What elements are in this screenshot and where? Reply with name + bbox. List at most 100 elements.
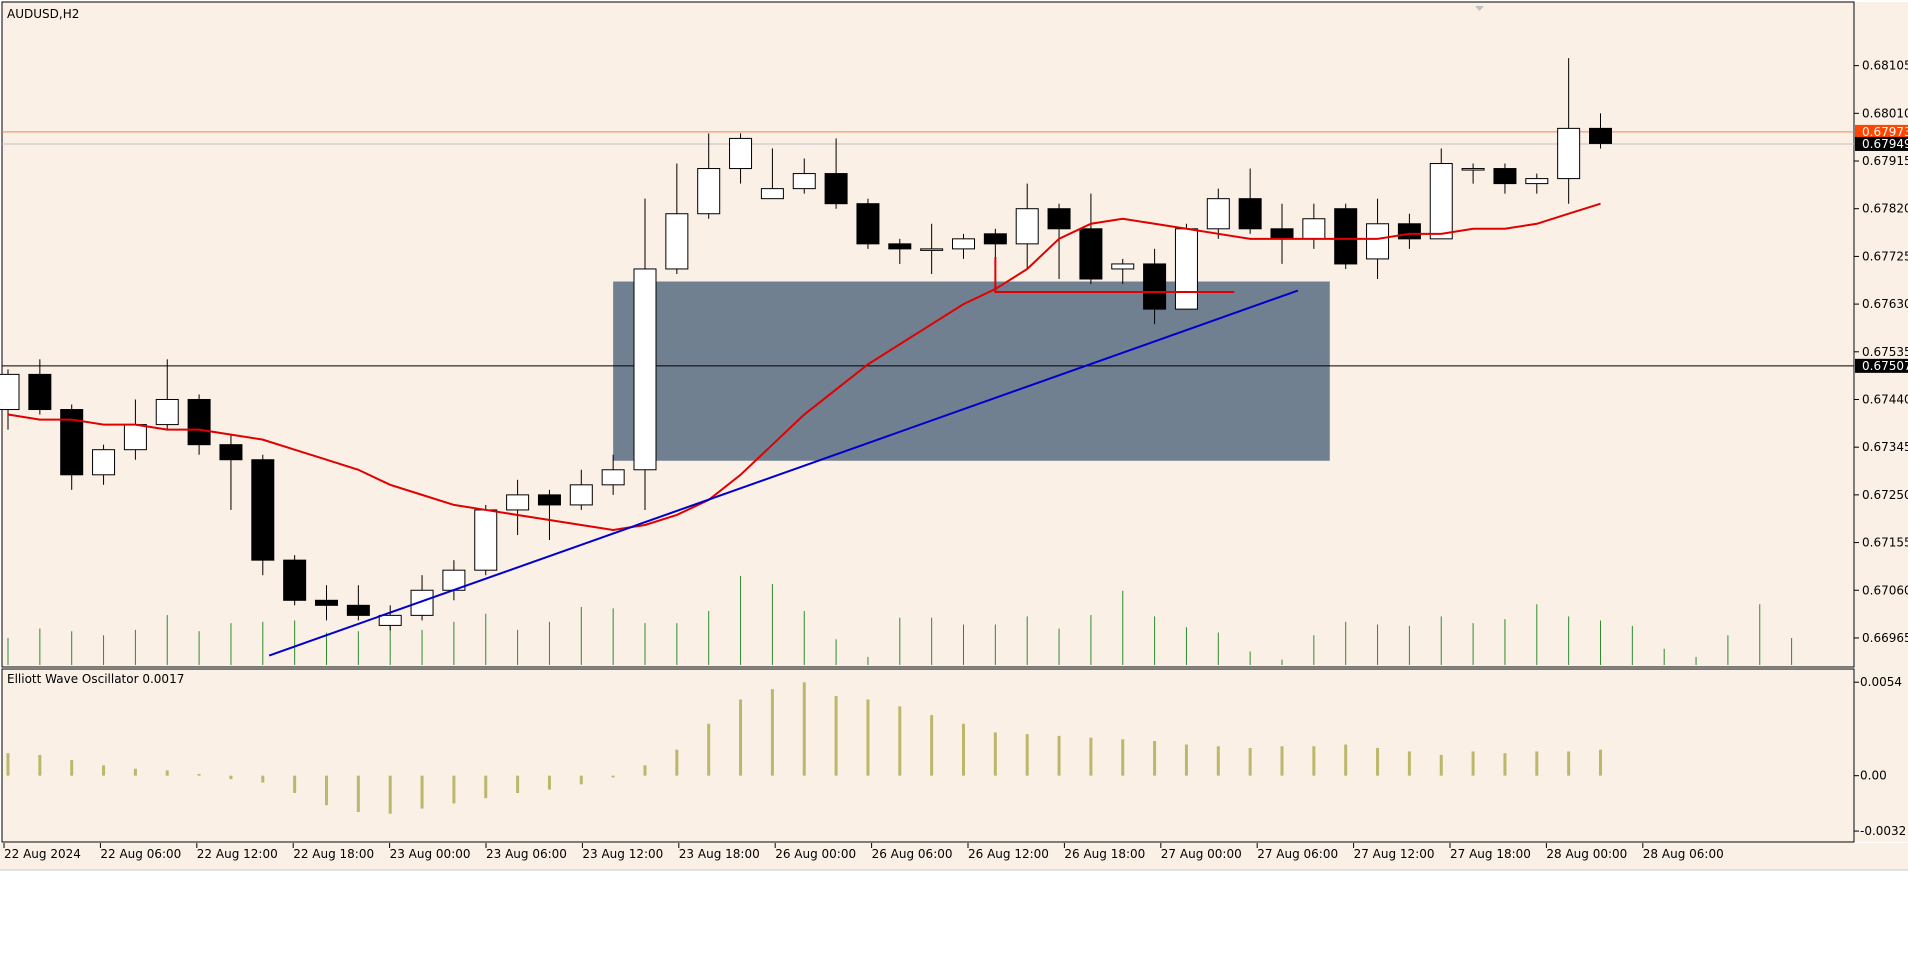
candle-body xyxy=(920,248,944,251)
y-tick-label: 0.67440 xyxy=(1862,392,1908,406)
trendline xyxy=(268,289,1299,657)
candle-body xyxy=(92,449,116,476)
y-tick-label: 0.67725 xyxy=(1862,249,1908,263)
y-tick-label: 0.67155 xyxy=(1862,536,1908,550)
candle-body xyxy=(824,173,848,205)
candle-body xyxy=(1111,263,1135,270)
candle-body xyxy=(983,233,1007,245)
candle-body xyxy=(283,559,307,601)
x-tick-label: 23 Aug 18:00 xyxy=(679,847,760,861)
candle-body xyxy=(1397,223,1421,240)
candle-body xyxy=(1015,208,1039,245)
x-tick-label: 22 Aug 06:00 xyxy=(100,847,181,861)
candle-body xyxy=(1493,168,1517,185)
candle-body xyxy=(1206,198,1230,230)
x-tick-label: 22 Aug 18:00 xyxy=(293,847,374,861)
candle-body xyxy=(888,243,912,250)
price-tag xyxy=(1855,358,1908,373)
candle-body xyxy=(1174,228,1198,310)
price-tag xyxy=(1855,124,1908,139)
x-tick-label: 27 Aug 00:00 xyxy=(1161,847,1242,861)
candle-body xyxy=(1334,208,1358,265)
y-tick-label: 0.67630 xyxy=(1862,297,1908,311)
x-tick-label: 26 Aug 12:00 xyxy=(968,847,1049,861)
x-tick-label: 23 Aug 06:00 xyxy=(486,847,567,861)
y-tick-label: 0.67345 xyxy=(1862,440,1908,454)
candle-body xyxy=(315,599,338,606)
candle-body xyxy=(1302,218,1326,240)
candle-body xyxy=(1589,127,1612,144)
price-tag xyxy=(1855,136,1908,151)
candle-body xyxy=(123,424,147,451)
x-tick-label: 27 Aug 06:00 xyxy=(1257,847,1338,861)
y-tick-label: 0.67060 xyxy=(1862,583,1908,597)
candle-body xyxy=(410,589,434,616)
candle-body xyxy=(1270,228,1294,240)
candle-body xyxy=(1047,208,1071,230)
y-tick-label: 0.68010 xyxy=(1862,106,1908,120)
osc-y-tick-label: 0.0054 xyxy=(1860,675,1902,689)
support-line xyxy=(994,257,1235,294)
candle-body xyxy=(952,238,975,250)
price-tag-label: 0.67973 xyxy=(1862,125,1908,139)
x-tick-label: 27 Aug 12:00 xyxy=(1354,847,1435,861)
x-tick-label: 28 Aug 06:00 xyxy=(1643,847,1724,861)
candle-body xyxy=(506,494,530,511)
symbol-label: AUDUSD,H2 xyxy=(7,7,79,21)
candle-body xyxy=(697,168,721,215)
x-tick-label: 26 Aug 18:00 xyxy=(1064,847,1145,861)
candle-body xyxy=(1366,223,1390,260)
candle-body xyxy=(378,614,402,626)
candle-body xyxy=(251,459,275,561)
candle-body xyxy=(60,409,84,476)
candle-body xyxy=(1525,178,1549,185)
price-tag-label: 0.67507 xyxy=(1862,359,1908,373)
x-tick-label: 26 Aug 06:00 xyxy=(872,847,953,861)
x-tick-label: 26 Aug 00:00 xyxy=(775,847,856,861)
osc-y-tick-label: -0.0032 xyxy=(1860,824,1906,838)
oscillator-label: Elliott Wave Oscillator 0.0017 xyxy=(7,672,184,686)
x-tick-label: 22 Aug 2024 xyxy=(4,847,81,861)
y-tick-label: 0.68105 xyxy=(1862,59,1908,73)
candle-body xyxy=(219,444,243,461)
candle-body xyxy=(28,373,52,411)
price-tag-label: 0.67949 xyxy=(1862,137,1908,151)
y-tick-label: 0.67915 xyxy=(1862,154,1908,168)
y-tick-label: 0.66965 xyxy=(1862,631,1908,645)
candle-body xyxy=(1461,168,1485,171)
candle-body xyxy=(633,268,657,471)
y-tick-label: 0.67820 xyxy=(1862,202,1908,216)
candle-body xyxy=(0,373,20,411)
moving-average-line xyxy=(7,202,1601,532)
candle-body xyxy=(665,213,689,270)
y-tick-label: 0.67250 xyxy=(1862,488,1908,502)
candle-body xyxy=(1079,228,1103,280)
candle-body xyxy=(155,398,179,426)
x-tick-label: 27 Aug 18:00 xyxy=(1450,847,1531,861)
candle-body xyxy=(729,137,753,170)
scroll-indicator-icon[interactable] xyxy=(1475,6,1484,11)
osc-y-tick-label: 0.00 xyxy=(1860,769,1887,783)
candle-body xyxy=(1238,198,1262,230)
candle-body xyxy=(569,484,593,506)
x-tick-label: 23 Aug 12:00 xyxy=(582,847,663,861)
candle-body xyxy=(187,398,211,446)
candle-body xyxy=(474,509,498,571)
candle-body xyxy=(1143,263,1167,310)
x-tick-label: 23 Aug 00:00 xyxy=(390,847,471,861)
candle-body xyxy=(792,173,816,190)
y-tick-label: 0.67535 xyxy=(1862,345,1908,359)
candle-body xyxy=(760,188,784,200)
x-tick-label: 28 Aug 00:00 xyxy=(1546,847,1627,861)
candle-body xyxy=(537,494,561,506)
supply-zone xyxy=(613,281,1330,461)
candle-body xyxy=(601,469,625,486)
candle-body xyxy=(1429,163,1453,240)
x-tick-label: 22 Aug 12:00 xyxy=(197,847,278,861)
candle-body xyxy=(1557,127,1581,180)
candle-body xyxy=(856,203,880,245)
oscillator-pane[interactable] xyxy=(1,668,1855,843)
candle-body xyxy=(346,604,370,616)
